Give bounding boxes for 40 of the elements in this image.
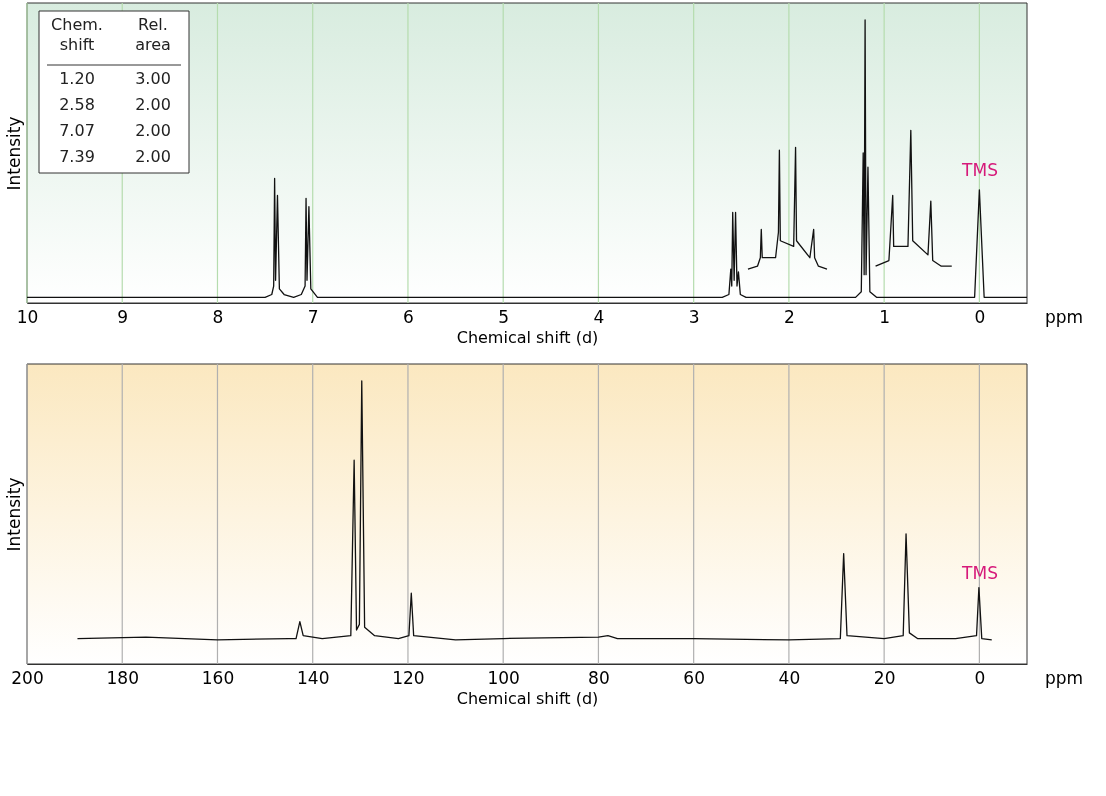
x-tick-label: 180 [106, 667, 139, 688]
x-tick-label: 120 [392, 667, 425, 688]
x-tick-label: 200 [11, 667, 44, 688]
x-tick-label: 0 [974, 306, 986, 327]
x-tick-label: 1 [879, 306, 891, 327]
x-tick-label: 7 [307, 306, 319, 327]
annotation: 2.58 [59, 95, 95, 114]
x-tick-label: 9 [117, 306, 129, 327]
x-tick-label: 140 [296, 667, 330, 688]
x-tick-label: 160 [201, 667, 235, 688]
annotation: 2.00 [135, 147, 171, 166]
annotation: Chem. shift [51, 15, 103, 54]
x-axis-title: Chemical shift (d) [456, 688, 599, 708]
text: ppm [1045, 307, 1084, 327]
x-tick-label: 10 [16, 306, 39, 327]
x-tick-label: 2 [783, 306, 795, 327]
x-tick-label: 20 [873, 667, 896, 688]
annotation: 3.00 [135, 69, 171, 88]
y-axis-title: Intensity [3, 477, 24, 552]
x-tick-label: 40 [778, 667, 801, 688]
annotation: TMS [961, 160, 998, 180]
x-tick-label: 100 [487, 667, 520, 688]
x-tick-label: 8 [212, 306, 224, 327]
annotation: 7.07 [59, 121, 95, 140]
x-tick-label: 6 [403, 306, 414, 327]
annotation: 1.20 [59, 69, 95, 88]
x-axis-title: Chemical shift (d) [456, 327, 599, 347]
y-axis-title: Intensity [3, 116, 24, 191]
annotation: TMS [961, 563, 998, 583]
x-tick-label: 60 [683, 667, 705, 688]
x-tick-label: 0 [974, 667, 986, 688]
annotation: 7.39 [59, 147, 95, 166]
x-tick-label: 3 [688, 306, 700, 327]
x-tick-label: 80 [588, 667, 610, 688]
x-tick-label: 4 [593, 306, 605, 327]
annotation: Rel. area [135, 15, 171, 54]
x-tick-label: 5 [498, 306, 510, 327]
annotation: 2.00 [135, 121, 171, 140]
text: ppm [1045, 668, 1084, 688]
annotation: 2.00 [135, 95, 171, 114]
